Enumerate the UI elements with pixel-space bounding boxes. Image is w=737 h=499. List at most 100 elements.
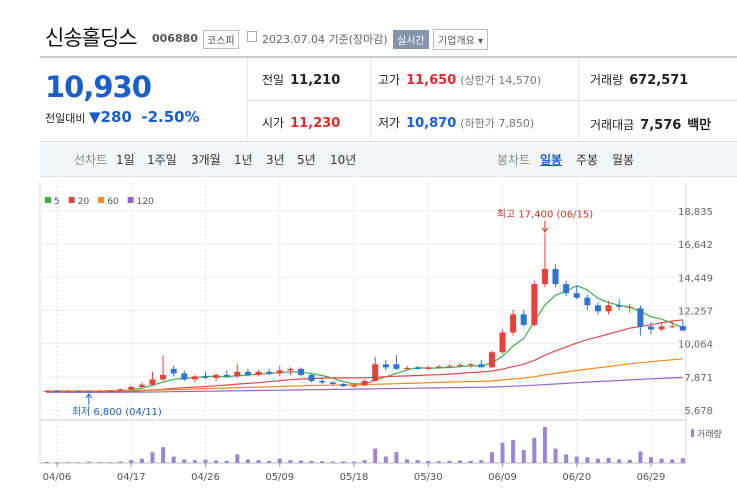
legend-swatch [98, 197, 105, 203]
volume-bar [44, 461, 49, 463]
candle-body [223, 374, 230, 377]
candle-body [478, 364, 485, 368]
volume-bar [670, 459, 675, 463]
candle-body [435, 366, 442, 368]
cell-value: 11,210 [290, 73, 341, 88]
period-tab[interactable]: 10년 [330, 153, 357, 167]
volume-bar [659, 458, 664, 463]
cell-value: 7,576 [640, 118, 682, 133]
current-price: 10,930 [45, 70, 152, 104]
candle-body [287, 368, 294, 371]
legend-swatch [68, 197, 75, 203]
volume-bar [267, 460, 272, 463]
candle-body [552, 268, 559, 285]
x-tick-label: 04/26 [191, 472, 220, 483]
volume-bar [235, 454, 240, 463]
company-info-dropdown[interactable]: 기업개요 ▾ [433, 29, 488, 50]
candle-body [541, 268, 548, 285]
x-tick-label: 06/20 [562, 472, 591, 483]
candle-body [361, 380, 368, 386]
base-date: 2023.07.04 기준(장마감) [262, 33, 388, 46]
period-tab[interactable]: 3개월 [191, 153, 221, 167]
candle-body [499, 332, 506, 353]
volume-bar [680, 458, 685, 463]
y-tick-label: 7,871 [684, 373, 713, 384]
volume-bar [564, 454, 569, 463]
candle-body [107, 390, 114, 392]
divider [247, 100, 737, 101]
change-amount: ▼280 [88, 108, 132, 126]
volume-bar [574, 456, 579, 463]
cell-label: 고가 [378, 73, 401, 87]
cell-value: 11,230 [290, 116, 341, 131]
volume-bar [256, 460, 261, 463]
candle-tab[interactable]: 월봉 [612, 153, 635, 167]
cell-value: 10,870 [406, 116, 457, 131]
candle-body [446, 365, 453, 367]
volume-bar [161, 447, 166, 463]
volume-bar [288, 460, 293, 463]
volume-bar [595, 458, 600, 463]
candle-body [128, 386, 135, 390]
period-tab[interactable]: 5년 [297, 153, 316, 167]
volume-bar [309, 460, 314, 463]
period-tab[interactable]: 1주일 [147, 153, 177, 167]
cell-extra: (상한가 14,570) [460, 74, 542, 87]
candle-body [520, 314, 527, 325]
candle-body [160, 374, 167, 380]
x-tick-label: 04/06 [43, 472, 72, 483]
change-percent: -2.50% [141, 108, 200, 126]
volume-bar [351, 461, 356, 463]
cell-label: 거래량 [590, 73, 624, 87]
volume-bar [542, 427, 547, 463]
change-label: 전일대비 [45, 112, 86, 125]
volume-bar [405, 459, 410, 463]
candle-body [393, 364, 400, 369]
candle-tab[interactable]: 주봉 [576, 153, 599, 167]
cell-label: 저가 [378, 116, 401, 130]
period-tab[interactable]: 1일 [116, 153, 135, 167]
candle-tab[interactable]: 일봉 [540, 153, 563, 167]
realtime-button[interactable]: 실시간 [393, 30, 429, 49]
legend-label: 60 [107, 197, 119, 207]
cell-label: 거래대금 [590, 118, 635, 132]
candle-body [213, 374, 220, 378]
candle-body [75, 391, 82, 393]
x-tick-label: 05/09 [265, 472, 294, 483]
volume-bar [426, 460, 431, 463]
x-tick-label: 06/09 [488, 472, 517, 483]
volume-bar [553, 448, 558, 463]
cell-extra: 백만 [687, 118, 712, 133]
candle-body [350, 385, 357, 387]
period-tab[interactable]: 1년 [234, 153, 253, 167]
candle-body [372, 364, 379, 381]
candle-body [594, 305, 601, 312]
candle-body [457, 365, 464, 367]
cell-value: 11,650 [406, 73, 457, 88]
legend-swatch [45, 197, 51, 203]
y-tick-label: 16,642 [678, 240, 713, 251]
volume-bar [118, 461, 123, 463]
change: 전일대비 ▼280 -2.50% [45, 108, 200, 126]
volume-bar [415, 460, 420, 463]
annotation-arrowhead [541, 227, 549, 233]
candle-body [605, 305, 612, 312]
candle-body [626, 306, 633, 308]
period-tab[interactable]: 3년 [266, 153, 285, 167]
volume-bar [648, 457, 653, 463]
candle-body [191, 376, 198, 380]
volume-bar [500, 442, 505, 463]
summary-cell: 시가 11,230 [262, 114, 340, 131]
y-tick-label: 14,449 [678, 273, 713, 284]
volume-bar [245, 459, 250, 463]
candle-body [669, 326, 676, 328]
legend-label: 20 [78, 197, 90, 207]
volume-bar [171, 456, 176, 463]
candle-body [573, 293, 580, 298]
candle-body [85, 391, 92, 393]
period-tabs [40, 143, 737, 177]
candle-body [64, 391, 71, 393]
market-badge: 코스피 [203, 30, 239, 49]
y-tick-label: 12,257 [678, 306, 713, 317]
candle-body [276, 370, 283, 374]
